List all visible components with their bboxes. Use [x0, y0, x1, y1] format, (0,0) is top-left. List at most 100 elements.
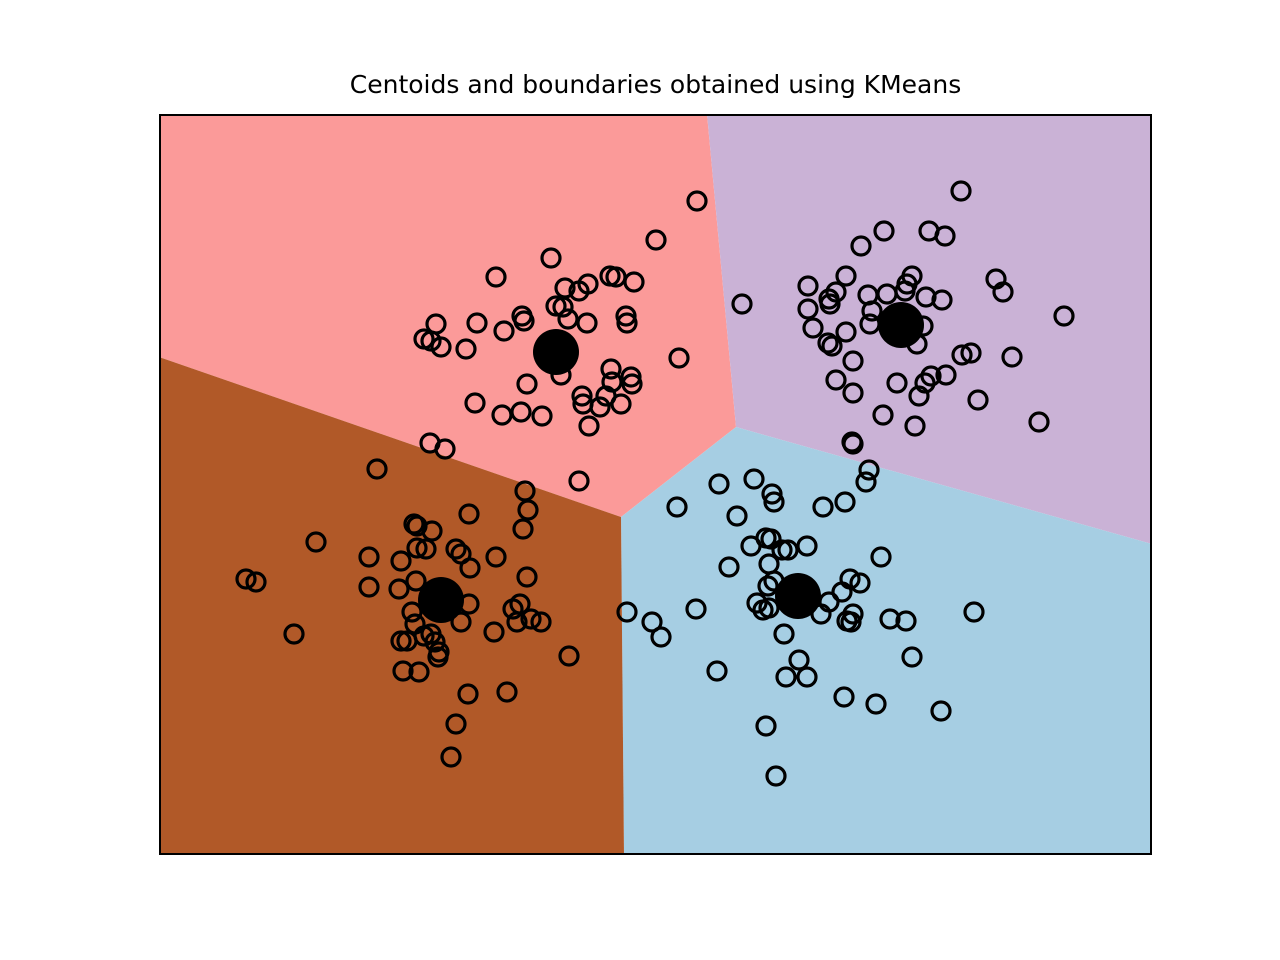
data-point-cluster-bottom-right	[930, 700, 952, 722]
data-point-cluster-top-left	[615, 305, 637, 327]
data-point-cluster-top-right	[861, 300, 883, 322]
data-point-cluster-bottom-left	[421, 520, 443, 542]
data-point-cluster-top-right	[873, 220, 895, 242]
data-point-cluster-top-left	[430, 336, 452, 358]
plot-svg	[159, 114, 1152, 855]
data-point-cluster-top-right	[876, 283, 898, 305]
data-point-cluster-bottom-right	[755, 715, 777, 737]
data-point-cluster-bottom-right	[685, 598, 707, 620]
data-point-cluster-bottom-left	[245, 571, 267, 593]
data-point-cluster-top-left	[645, 229, 667, 251]
data-point-cluster-top-left	[545, 295, 567, 317]
data-point-cluster-bottom-right	[901, 646, 923, 668]
data-point-cluster-bottom-left	[424, 631, 446, 653]
data-point-cluster-bottom-left	[496, 681, 518, 703]
data-point-cluster-top-left	[600, 358, 622, 380]
data-point-cluster-bottom-left	[457, 683, 479, 705]
data-point-cluster-bottom-right	[706, 660, 728, 682]
data-point-cluster-bottom-left	[558, 645, 580, 667]
data-point-cluster-bottom-right	[765, 765, 787, 787]
data-point-cluster-bottom-left	[485, 546, 507, 568]
data-point-cluster-top-right	[934, 225, 956, 247]
data-point-cluster-bottom-right	[831, 581, 853, 603]
data-point-cluster-top-left	[686, 190, 708, 212]
data-point-cluster-top-left	[531, 405, 553, 427]
data-point-cluster-top-right	[842, 350, 864, 372]
data-point-cluster-bottom-right	[833, 686, 855, 708]
data-point-cluster-top-right	[835, 321, 857, 343]
data-point-cluster-bottom-left	[392, 660, 414, 682]
data-point-cluster-bottom-left	[434, 438, 456, 460]
data-point-cluster-top-right	[825, 369, 847, 391]
data-point-cluster-top-right	[967, 389, 989, 411]
data-point-cluster-top-right	[817, 332, 839, 354]
data-point-cluster-top-left	[568, 470, 590, 492]
data-point-cluster-bottom-left	[440, 746, 462, 768]
data-point-cluster-bottom-right	[666, 496, 688, 518]
centroid-top-right	[878, 302, 924, 348]
data-point-cluster-top-right	[935, 364, 957, 386]
data-point-cluster-top-right	[825, 281, 847, 303]
data-point-cluster-top-right	[1053, 305, 1075, 327]
data-point-cluster-top-left	[510, 401, 532, 423]
data-point-cluster-top-left	[589, 396, 611, 418]
data-point-cluster-bottom-left	[530, 611, 552, 633]
data-point-cluster-top-left	[621, 373, 643, 395]
data-point-cluster-bottom-left	[516, 566, 538, 588]
data-point-cluster-top-left	[620, 366, 642, 388]
data-point-cluster-bottom-right	[796, 535, 818, 557]
data-point-cluster-bottom-right	[777, 539, 799, 561]
data-point-cluster-bottom-right	[834, 491, 856, 513]
data-point-cluster-bottom-right	[840, 611, 862, 633]
data-point-cluster-bottom-left	[458, 503, 480, 525]
data-point-cluster-bottom-right	[771, 539, 793, 561]
data-point-cluster-bottom-left	[305, 531, 327, 553]
data-point-cluster-top-right	[904, 415, 926, 437]
data-point-cluster-bottom-right	[841, 431, 863, 453]
data-point-cluster-top-right	[842, 382, 864, 404]
region-bottom-right-blue	[621, 427, 1152, 855]
centroid-top-left	[533, 329, 579, 375]
data-point-cluster-bottom-right	[743, 468, 765, 490]
data-point-cluster-bottom-right	[895, 610, 917, 632]
data-point-cluster-bottom-left	[406, 537, 428, 559]
data-point-cluster-top-right	[886, 372, 908, 394]
data-point-cluster-bottom-left	[401, 601, 423, 623]
data-point-cluster-top-left	[616, 312, 638, 334]
data-point-cluster-bottom-left	[390, 550, 412, 572]
data-point-cluster-top-left	[516, 373, 538, 395]
region-bottom-left-brown	[159, 357, 624, 855]
data-point-cluster-bottom-right	[855, 471, 877, 493]
data-point-cluster-top-right	[797, 275, 819, 297]
data-point-cluster-bottom-right	[757, 575, 779, 597]
data-point-cluster-bottom-left	[445, 713, 467, 735]
data-point-cluster-top-right	[1028, 411, 1050, 433]
data-point-cluster-bottom-right	[812, 496, 834, 518]
data-point-cluster-bottom-right	[726, 505, 748, 527]
data-point-cluster-bottom-left	[483, 621, 505, 643]
data-point-cluster-bottom-right	[865, 693, 887, 715]
data-point-cluster-bottom-left	[405, 570, 427, 592]
data-point-cluster-bottom-left	[283, 623, 305, 645]
data-point-cluster-bottom-right	[708, 473, 730, 495]
data-point-cluster-bottom-left	[358, 576, 380, 598]
data-point-cluster-top-right	[960, 342, 982, 364]
data-point-cluster-top-left	[455, 338, 477, 360]
data-point-cluster-bottom-right	[616, 601, 638, 623]
region-top-right-purple	[707, 114, 1152, 544]
centroid-bottom-right	[775, 573, 821, 619]
data-point-cluster-bottom-right	[963, 601, 985, 623]
data-point-cluster-top-left	[552, 296, 574, 318]
data-point-cluster-top-right	[731, 293, 753, 315]
data-point-cluster-bottom-left	[390, 630, 412, 652]
data-point-cluster-top-right	[802, 317, 824, 339]
data-point-cluster-bottom-right	[641, 611, 663, 633]
data-point-cluster-bottom-right	[763, 491, 785, 513]
data-point-cluster-top-left	[610, 393, 632, 415]
data-point-cluster-bottom-left	[235, 568, 257, 590]
data-point-cluster-bottom-right	[650, 626, 672, 648]
data-point-cluster-top-right	[908, 385, 930, 407]
data-point-cluster-top-right	[950, 180, 972, 202]
data-point-cluster-bottom-right	[773, 623, 795, 645]
